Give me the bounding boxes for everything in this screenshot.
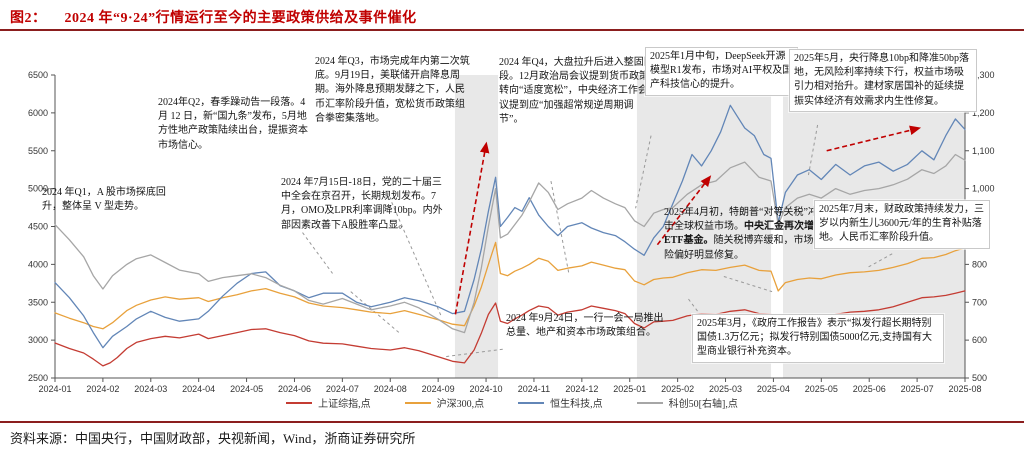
annotation-2024-q3-text: 2024 年Q3，市场完成年内第二次筑底。9月19日，美联储开启降息周期。海外降…	[315, 56, 470, 124]
legend-label-3: 科创50[右轴],点	[668, 399, 738, 410]
legend-item-1: 沪深300,点	[404, 395, 485, 410]
legend-line-sample-3	[636, 401, 663, 404]
x-axis-label: 2025-05	[805, 384, 838, 394]
figure-title: 图2： 2024 年“9·24”行情运行至今的主要政策供给及事件催化	[10, 7, 417, 27]
right-axis-label: 800	[972, 259, 987, 269]
x-axis-label: 2025-02	[661, 384, 694, 394]
annotation-2024-q1-text: 2024 年Q1，A 股市场探底回升，整体呈 V 型走势。	[42, 187, 166, 213]
x-axis-label: 2024-08	[374, 384, 407, 394]
chart-legend: 上证综指,点 沪深300,点 恒生科技,点 科创50[右轴],点	[0, 395, 1024, 410]
annotation-2025-april-tariff: 2025年4月初，特朗普“对等关税”冲击全球权益市场。中央汇金再次增持ETF基金…	[664, 206, 824, 263]
annotation-2025-july: 2025年7月末，财政政策持续发力，三岁以内新生儿3600元/年的生育补贴落地。…	[814, 200, 990, 249]
annotation-2025-march-text: 2025年3月，《政府工作报告》表示“拟发行超长期特别国债1.3万亿元；拟发行特…	[697, 318, 932, 358]
source-note: 资料来源：中国央行，中国财政部，央视新闻，Wind，浙商证券研究所	[10, 431, 416, 446]
x-axis-label: 2025-03	[709, 384, 742, 394]
x-axis-label: 2024-07	[326, 384, 359, 394]
annotation-2025-may-text: 2025年5月，央行降息10bp和降准50bp落地，无风险利率持续下行，权益市场…	[794, 53, 969, 107]
x-axis-label: 2024-03	[134, 384, 167, 394]
x-axis-label: 2024-06	[278, 384, 311, 394]
legend-line-sample-2	[518, 401, 545, 404]
annotation-2024-sep24-text: 2024 年9月24日，一行一会一局推出总量、地产和资本市场政策组合。	[506, 313, 664, 339]
x-axis-label: 2025-04	[757, 384, 790, 394]
annotation-2025-april-tariff-text: 2025年4月初，特朗普“对等关税”冲击全球权益市场。	[664, 207, 818, 233]
x-axis-label: 2025-07	[901, 384, 934, 394]
x-axis-label: 2024-01	[38, 384, 71, 394]
annotation-2024-q2-text: 2024年Q2，春季躁动告一段落。4 月 12 日，新“国九条”发布，5月地方性…	[158, 97, 308, 151]
x-axis-label: 2024-12	[565, 384, 598, 394]
annotation-2024-q4-text: 2024 年Q4，大盘拉升后进入整固阶段。12月政治局会议提到货币政策转向“适度…	[499, 57, 654, 125]
x-axis-label: 2025-01	[613, 384, 646, 394]
left-axis-label: 5000	[28, 184, 48, 194]
x-axis-label: 2024-11	[518, 384, 550, 394]
legend-item-0: 上证综指,点	[286, 395, 371, 410]
left-axis-label: 2500	[28, 373, 48, 383]
left-axis-label: 3000	[28, 335, 48, 345]
x-axis-label: 2025-06	[853, 384, 886, 394]
legend-item-3: 科创50[右轴],点	[636, 395, 738, 410]
right-axis-label: 600	[972, 335, 987, 345]
annotation-2025-jan-deepseek-text: 2025年1月中旬，DeepSeek开源模型R1发布，市场对AI平权及国产科技信…	[650, 51, 793, 91]
right-axis-label: 500	[972, 373, 987, 383]
right-axis-label: 1,000	[972, 184, 995, 194]
right-axis-label: 1,200	[972, 108, 995, 118]
callout-connector-3	[550, 180, 570, 276]
x-axis-label: 2025-08	[948, 384, 981, 394]
legend-label-0: 上证综指,点	[318, 399, 371, 410]
annotation-2024-sep24: 2024 年9月24日，一行一会一局推出总量、地产和资本市场政策组合。	[506, 312, 666, 340]
annotation-2024-q1: 2024 年Q1，A 股市场探底回升，整体呈 V 型走势。	[42, 186, 174, 214]
right-axis-label: 1,300	[972, 70, 995, 80]
annotation-2025-april-tariff-text: 随关税博弈缓和，市场风险偏好明显修复。	[664, 235, 824, 261]
series-line-2	[54, 104, 966, 349]
right-axis-label: 1,100	[972, 146, 995, 156]
trend-arrow-1	[656, 175, 712, 246]
annotation-2024-july-plenum: 2024 年7月15日-18日，党的二十届三中全会在京召开，长期规划发布。7月，…	[281, 176, 444, 233]
annotation-2025-july-text: 2025年7月末，财政政策持续发力，三岁以内新生儿3600元/年的生育补贴落地。…	[819, 204, 984, 244]
annotation-2025-april-tariff-bold-text: 中央汇金再次增持ETF基金。	[664, 221, 824, 247]
left-axis-label: 4500	[28, 222, 48, 232]
annotation-2024-q3: 2024 年Q3，市场完成年内第二次筑底。9月19日，美联储开启降息周期。海外降…	[315, 55, 470, 126]
title-divider-line	[0, 29, 1024, 31]
callout-connector-7	[723, 276, 773, 293]
legend-label-2: 恒生科技,点	[550, 399, 603, 410]
x-axis-label: 2024-04	[182, 384, 215, 394]
legend-line-sample-1	[404, 401, 431, 404]
annotation-2024-q4: 2024 年Q4，大盘拉升后进入整固阶段。12月政治局会议提到货币政策转向“适度…	[499, 56, 654, 127]
callout-connector-9	[687, 297, 702, 317]
series-line-1	[54, 241, 966, 330]
left-axis-label: 3500	[28, 297, 48, 307]
left-axis-label: 5500	[28, 146, 48, 156]
annotation-2024-q2: 2024年Q2，春季躁动告一段落。4 月 12 日，新“国九条”发布，5月地方性…	[158, 96, 313, 153]
right-axis-label: 700	[972, 297, 987, 307]
legend-line-sample-0	[286, 401, 313, 404]
x-axis-label: 2024-10	[470, 384, 503, 394]
figure-label: 图2：	[10, 11, 47, 26]
callout-connector-0	[302, 232, 333, 274]
annotation-2025-may: 2025年5月，央行降息10bp和降准50bp落地，无风险利率持续下行，权益市场…	[789, 49, 977, 112]
annotation-2025-march: 2025年3月，《政府工作报告》表示“拟发行超长期特别国债1.3万亿元；拟发行特…	[692, 314, 944, 363]
x-axis-label: 2024-05	[230, 384, 263, 394]
callout-connector-2	[391, 202, 443, 318]
annotation-2024-july-plenum-text: 2024 年7月15日-18日，党的二十届三中全会在京召开，长期规划发布。7月，…	[281, 177, 443, 231]
left-axis-label: 4000	[28, 259, 48, 269]
left-axis-label: 6000	[28, 108, 48, 118]
figure-title-text: 2024 年“9·24”行情运行至今的主要政策供给及事件催化	[64, 11, 417, 26]
x-axis-label: 2024-02	[86, 384, 119, 394]
event-band-0	[454, 75, 499, 378]
callout-connector-4	[635, 135, 652, 209]
x-axis-label: 2024-09	[422, 384, 455, 394]
legend-label-1: 沪深300,点	[436, 399, 485, 410]
series-line-3	[54, 153, 966, 334]
trend-arrow-0	[454, 141, 490, 315]
callout-connector-6	[444, 348, 503, 358]
left-axis-label: 6500	[28, 70, 48, 80]
callout-connector-8	[867, 253, 893, 268]
footer-divider-line	[0, 421, 1024, 423]
legend-item-2: 恒生科技,点	[518, 395, 603, 410]
annotation-2025-jan-deepseek: 2025年1月中旬，DeepSeek开源模型R1发布，市场对AI平权及国产科技信…	[645, 47, 798, 96]
callout-connector-5	[807, 124, 819, 176]
